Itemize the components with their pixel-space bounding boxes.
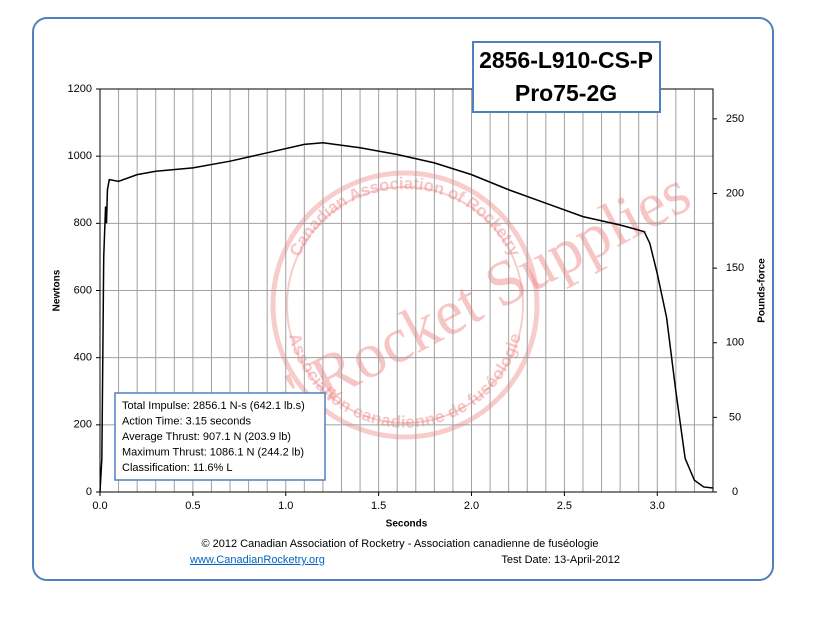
watermark-ring: [286, 186, 524, 424]
info-line: Average Thrust: 907.1 N (203.9 lb): [122, 431, 291, 443]
watermark-ring: [270, 170, 540, 440]
info-line: Action Time: 3.15 seconds: [122, 415, 252, 427]
y-tick-label: 600: [74, 284, 92, 296]
y-tick-label: 400: [74, 352, 92, 364]
x-tick-label: 2.5: [557, 500, 572, 512]
y2-tick-label: 100: [726, 337, 744, 349]
y2-tick-label: 200: [726, 187, 744, 199]
x-tick-label: 0.0: [92, 500, 107, 512]
y-tick-label: 800: [74, 217, 92, 229]
footer-link[interactable]: www.CanadianRocketry.org: [189, 554, 325, 566]
y2-tick-label: 150: [726, 262, 744, 274]
info-line: Total Impulse: 2856.1 N-s (642.1 lb.s): [122, 400, 305, 412]
info-line: Maximum Thrust: 1086.1 N (244.2 lb): [122, 446, 304, 458]
y2-tick-label: 250: [726, 113, 744, 125]
footer-copyright: © 2012 Canadian Association of Rocketry …: [201, 538, 598, 550]
x-tick-label: 0.5: [185, 500, 200, 512]
y-tick-label: 0: [86, 486, 92, 498]
y-tick-label: 200: [74, 419, 92, 431]
y2-tick-label: 0: [732, 486, 738, 498]
y2-axis-label: Pounds-force: [757, 258, 768, 323]
chart-subtitle: Pro75-2G: [515, 80, 617, 106]
y2-tick-label: 50: [729, 411, 741, 423]
footer-date: Test Date: 13-April-2012: [501, 554, 620, 566]
thrust-line: [99, 141, 714, 493]
title-box: [472, 41, 661, 113]
y-tick-label: 1200: [68, 83, 92, 95]
info-line: Classification: 11.6% L: [122, 462, 232, 474]
x-tick-label: 2.0: [464, 500, 479, 512]
plot-area: [99, 88, 714, 493]
x-tick-label: 1.5: [371, 500, 386, 512]
x-tick-label: 1.0: [278, 500, 293, 512]
y-axis-label: Newtons: [52, 269, 63, 311]
chart-title: 2856-L910-CS-P: [479, 47, 653, 73]
x-axis-label: Seconds: [386, 519, 428, 530]
y-tick-label: 1000: [68, 150, 92, 162]
x-tick-label: 3.0: [650, 500, 665, 512]
info-box: [114, 392, 326, 481]
